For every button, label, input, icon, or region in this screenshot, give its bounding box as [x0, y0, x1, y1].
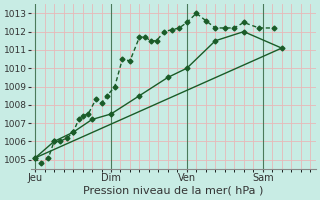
X-axis label: Pression niveau de la mer( hPa ): Pression niveau de la mer( hPa ) — [84, 186, 264, 196]
